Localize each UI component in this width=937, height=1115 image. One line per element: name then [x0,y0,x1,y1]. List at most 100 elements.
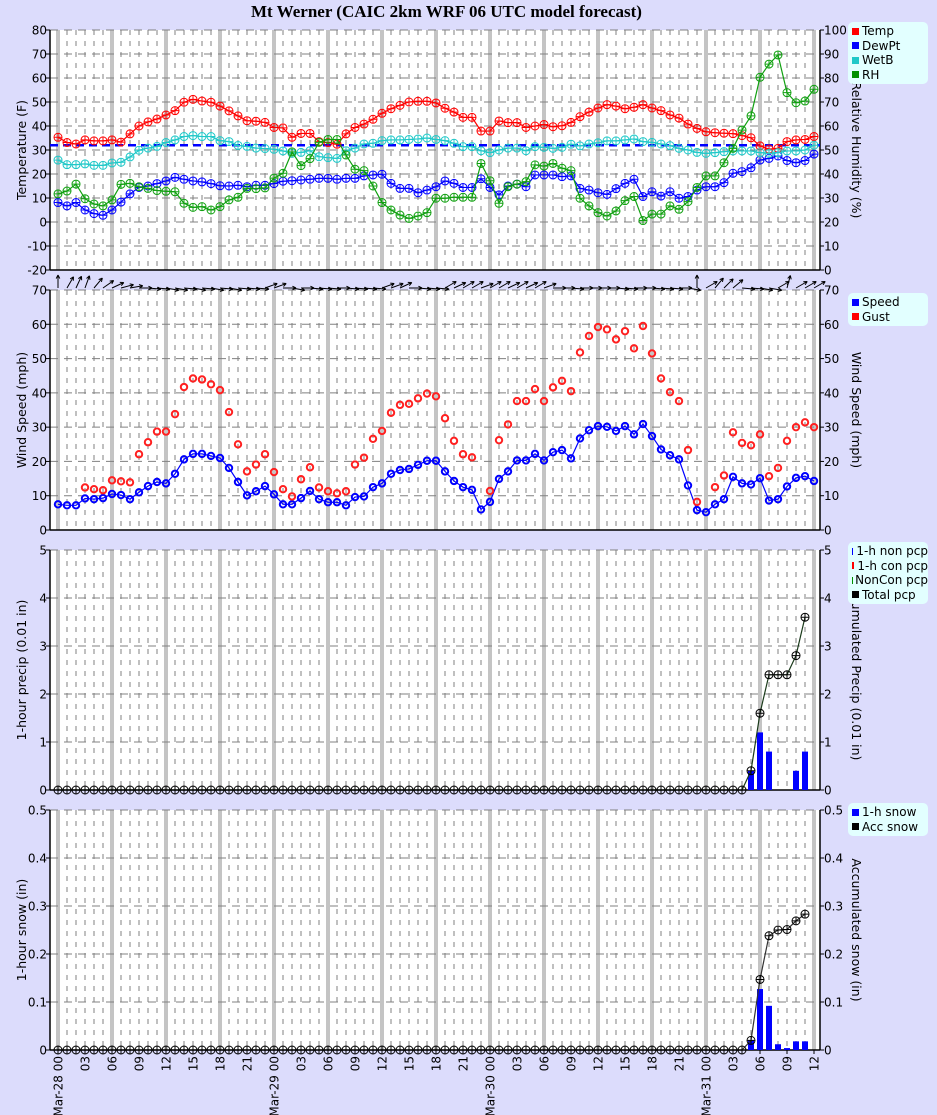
wind-arrow-icon [120,283,134,289]
point-gust [170,409,180,419]
point-gust [179,382,189,392]
y-tick-label-right: 3 [824,640,832,654]
y-tick-label-right: 0 [824,1044,832,1058]
point-dewpt [449,178,459,188]
point-total-pcp [341,785,351,795]
y-tick-label-right: 80 [824,72,839,86]
y-tick-label-right: 100 [824,24,847,38]
wind-arrow-icon [694,274,700,288]
point-gust [503,420,513,429]
point-rh [665,201,675,211]
point-wetb [359,139,369,149]
point-speed [602,422,612,431]
panel-wind: 0 10 20 30 40 50 60 70 0 10 20 30 40 50 60 70 Wind Speed… [14,284,864,538]
point-total-pcp [161,785,171,795]
point-dewpt [224,181,234,191]
point-gust [152,427,162,436]
bar-1-h-non-pcp [802,751,808,790]
point-wetb [512,143,522,153]
y-axis-label-left: Temperature (F) [14,100,29,201]
point-dewpt [197,177,207,187]
point-wetb [755,148,765,158]
point-speed [566,454,576,463]
point-temp [404,97,414,107]
point-speed [53,500,63,509]
point-rh [53,189,63,199]
point-rh [557,163,567,173]
point-speed [62,501,72,510]
point-rh [638,216,648,226]
point-gust [98,486,108,495]
point-speed [782,482,792,491]
point-speed [719,494,729,504]
point-total-pcp [530,785,540,795]
point-rh [368,181,378,191]
point-temp [62,138,72,148]
point-dewpt [656,191,666,201]
point-temp [251,116,261,126]
point-speed [539,456,549,465]
point-gust [188,374,198,383]
legend-item-dewpt: DewPt [852,39,928,54]
point-total-pcp [665,785,675,795]
point-gust [611,335,621,344]
legend-snow: 1-h snow Acc snow [848,803,928,836]
point-rh [395,210,405,220]
point-wetb [368,138,378,148]
legend-swatch [852,808,859,816]
x-tick-label: 03 [727,1056,741,1071]
point-wetb [593,138,603,148]
point-speed [170,469,180,478]
point-speed [728,472,738,482]
point-temp [422,96,432,106]
point-speed [134,488,144,497]
point-acc-snow [791,916,801,926]
legend-item-conpcp: 1-h con pcp [852,559,928,574]
y-tick-label-left: -10 [27,240,47,254]
y-tick-label-right: 2 [824,688,832,702]
point-rh [746,111,756,121]
point-speed [494,474,504,484]
point-total-pcp [674,785,684,795]
point-gust [449,436,459,446]
point-speed [773,494,783,504]
y-tick-label-right: 70 [824,284,839,298]
point-wetb [557,142,567,152]
point-dewpt [710,182,720,192]
x-tick-label: 06 [754,1056,768,1071]
point-rh [593,208,603,218]
point-dewpt [206,179,216,189]
point-rh [611,206,621,216]
point-temp [701,127,711,137]
point-acc-snow [260,1045,270,1055]
wind-arrow-icon [55,274,61,288]
legend-item-wetb: WetB [852,53,928,68]
point-temp [494,116,504,126]
point-total-pcp [152,785,162,795]
point-speed [314,494,324,504]
legend-swatch [852,42,859,50]
point-gust [404,399,414,409]
point-rh [98,201,108,211]
point-temp [620,104,630,114]
point-acc-snow [368,1045,378,1055]
wind-arrow-icon [543,282,557,289]
x-tick-label: 06 [106,1056,120,1071]
point-wetb [98,160,108,170]
y-tick-label-left: 50 [32,352,47,366]
legend-item-temp: Temp [852,24,928,39]
point-speed [692,505,702,515]
point-total-pcp [431,785,441,795]
point-rh [719,158,729,168]
point-total-pcp [638,785,648,795]
point-wetb [107,158,117,168]
point-total-pcp [296,785,306,795]
point-wetb [701,148,711,158]
point-temp [287,132,297,142]
point-wetb [800,145,810,155]
point-wetb [386,135,396,145]
point-gust [539,396,549,406]
point-speed [152,477,162,487]
wind-arrow-icon [399,281,413,289]
point-temp [584,107,594,117]
